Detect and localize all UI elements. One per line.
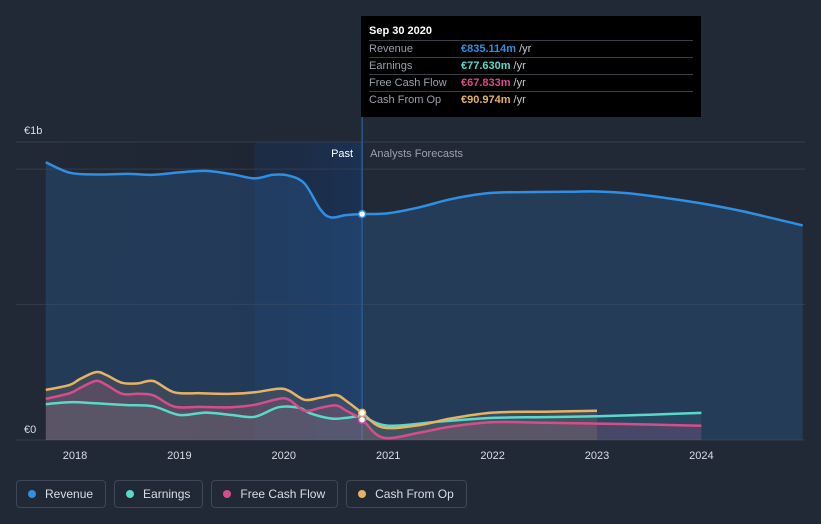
legend-label: Earnings <box>143 487 191 501</box>
tooltip-row-cash-from-op: Cash From Op €90.974m /yr <box>369 91 693 108</box>
tooltip-unit: /yr <box>519 43 532 55</box>
series-line-free-cash-flow <box>45 379 702 440</box>
legend-label: Free Cash Flow <box>240 487 326 501</box>
x-tick-label: 2020 <box>272 450 296 462</box>
tooltip-value: €835.114m <box>461 43 517 55</box>
tooltip-row-free-cash-flow: Free Cash Flow €67.833m /yr <box>369 74 693 91</box>
tooltip-label: Earnings <box>369 60 413 72</box>
legend-item-free-cash-flow[interactable]: Free Cash Flow <box>211 480 339 508</box>
series-line-revenue <box>45 161 803 227</box>
tooltip-value: €77.630m <box>461 60 511 72</box>
legend-item-earnings[interactable]: Earnings <box>114 480 204 508</box>
x-tick-label: 2021 <box>376 450 400 462</box>
marker-revenue <box>357 209 367 219</box>
legend-item-cash-from-op[interactable]: Cash From Op <box>346 480 467 508</box>
marker-free-cash-flow <box>357 415 367 424</box>
tooltip-row-revenue: Revenue €835.114m /yr <box>369 40 693 57</box>
legend-label: Revenue <box>45 487 94 501</box>
y-axis-label-top: €1b <box>24 125 42 137</box>
legend-dot-icon <box>358 490 367 498</box>
forecast-label: Analysts Forecasts <box>370 148 463 160</box>
x-tick-label: 2023 <box>585 450 609 462</box>
legend-label: Cash From Op <box>375 487 454 501</box>
tooltip-value: €67.833m <box>461 77 511 89</box>
tooltip: Sep 30 2020 Revenue €835.114m /yr Earnin… <box>361 16 701 117</box>
tooltip-unit: /yr <box>513 60 526 72</box>
tooltip-date: Sep 30 2020 <box>369 25 432 37</box>
tooltip-unit: /yr <box>513 94 526 106</box>
legend-dot-icon <box>126 490 135 498</box>
x-tick-label: 2019 <box>167 450 191 462</box>
y-axis-label-bottom: €0 <box>24 424 36 436</box>
marker-cash-from-op <box>357 408 367 418</box>
series-line-cash-from-op <box>45 370 598 430</box>
series-area-cash-from-op <box>45 371 598 440</box>
series-area-free-cash-flow <box>45 380 702 440</box>
tooltip-value: €90.974m <box>461 94 511 106</box>
past-label: Past <box>331 148 353 160</box>
legend-dot-icon <box>28 490 36 498</box>
tooltip-label: Revenue <box>369 43 414 55</box>
x-tick-label: 2022 <box>480 450 504 462</box>
x-tick-label: 2018 <box>63 450 87 462</box>
series-area-earnings <box>45 402 702 440</box>
legend-dot-icon <box>223 490 232 498</box>
legend-item-revenue[interactable]: Revenue <box>16 480 107 508</box>
tooltip-row-earnings: Earnings €77.630m /yr <box>369 57 693 74</box>
series-area-revenue <box>45 162 803 441</box>
tooltip-label: Cash From Op <box>369 94 442 106</box>
tooltip-unit: /yr <box>513 77 526 89</box>
legend: Revenue Earnings Free Cash Flow Cash Fro… <box>16 480 467 510</box>
x-tick-label: 2024 <box>689 450 713 462</box>
tooltip-label: Free Cash Flow <box>369 77 447 89</box>
